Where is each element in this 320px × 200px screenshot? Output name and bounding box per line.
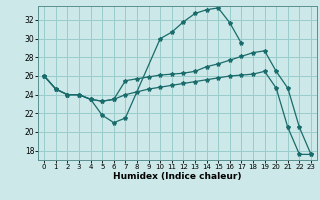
X-axis label: Humidex (Indice chaleur): Humidex (Indice chaleur)	[113, 172, 242, 181]
